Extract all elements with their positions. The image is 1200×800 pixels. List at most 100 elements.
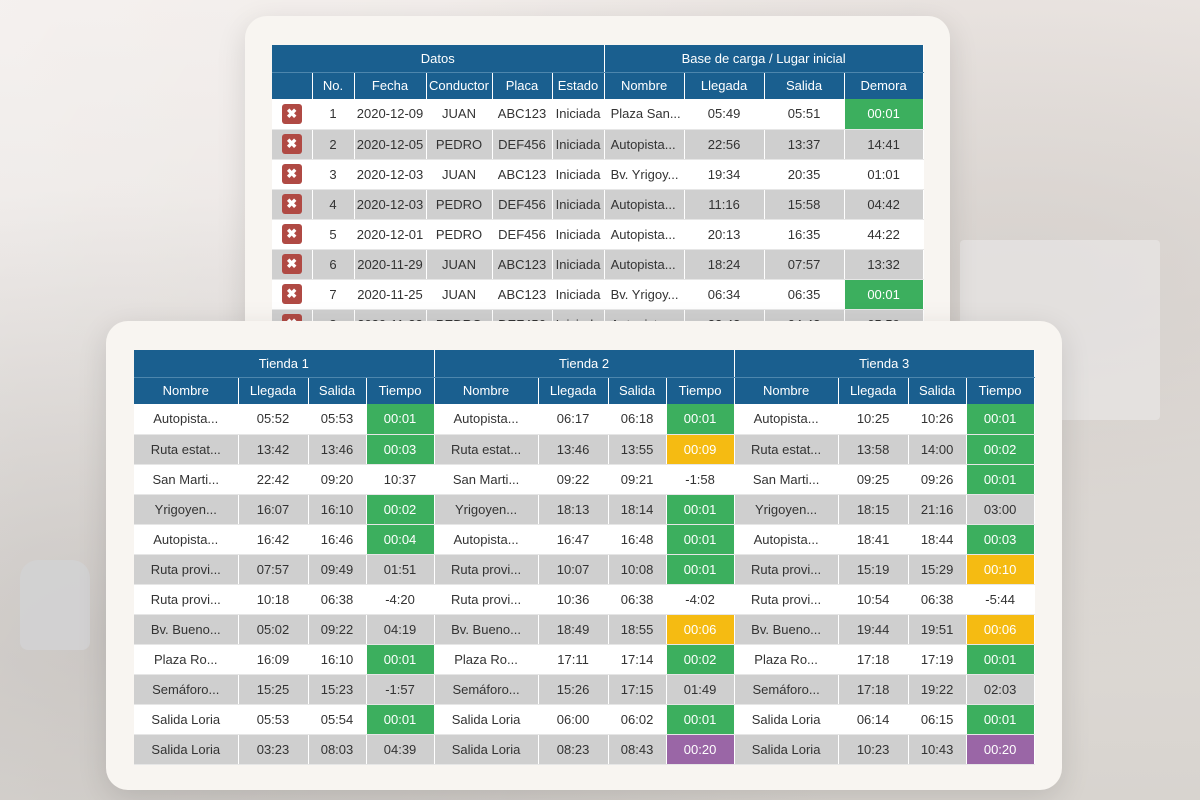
cell-nombre: Yrigoyen... <box>434 494 539 525</box>
cell-salida: 17:15 <box>608 674 667 705</box>
cell-salida: 15:29 <box>908 554 967 585</box>
cell-tiempo: 00:01 <box>966 464 1035 495</box>
cell-estado: Iniciada <box>552 279 605 310</box>
column-header: Nombre <box>603 72 685 99</box>
cell-estado: Iniciada <box>552 249 605 280</box>
column-header: Tiempo <box>366 377 435 404</box>
cell-nombre: Ruta provi... <box>434 584 539 615</box>
cell-salida: 15:23 <box>308 674 367 705</box>
cell-tiempo: 04:39 <box>366 734 435 765</box>
column-header: Salida <box>608 377 667 404</box>
table-row: Autopista... 05:52 05:53 00:01 Autopista... 0… <box>134 404 1035 435</box>
cell-llegada: 13:42 <box>238 434 309 465</box>
cell-tiempo: 00:01 <box>666 554 735 585</box>
cell-nombre: Bv. Bueno... <box>734 614 839 645</box>
cell-demora: 13:32 <box>844 249 924 280</box>
close-icon[interactable]: ✖ <box>281 134 302 154</box>
cell-fecha: 2020-12-01 <box>354 219 427 250</box>
column-header: Nombre <box>134 377 239 404</box>
cell-tiempo: 00:01 <box>666 524 735 555</box>
cell-tiempo: 00:02 <box>666 644 735 675</box>
cell-nombre: Ruta provi... <box>134 554 239 585</box>
cell-tiempo: 01:49 <box>666 674 735 705</box>
cell-llegada: 15:25 <box>238 674 309 705</box>
close-icon[interactable]: ✖ <box>281 254 302 274</box>
column-header: Llegada <box>238 377 309 404</box>
cell-salida: 09:21 <box>608 464 667 495</box>
cell-tiempo: 00:06 <box>966 614 1035 645</box>
table-row: Yrigoyen... 16:07 16:10 00:02 Yrigoyen... 18:… <box>134 494 1035 525</box>
cell-tiempo: -5:44 <box>966 584 1035 615</box>
cell-nombre: Ruta estat... <box>134 434 239 465</box>
cell-tiempo: 01:51 <box>366 554 435 585</box>
cell-llegada: 10:36 <box>538 584 609 615</box>
group-header-datos: Datos <box>272 45 605 73</box>
cell-nombre: Plaza Ro... <box>734 644 839 675</box>
cell-nombre: Salida Loria <box>134 704 239 735</box>
cell-no: 1 <box>312 99 355 130</box>
close-icon[interactable]: ✖ <box>281 103 302 124</box>
cell-nombre: Autopista... <box>604 129 685 160</box>
cell-nombre: Autopista... <box>434 524 539 555</box>
column-header: Nombre <box>433 377 539 404</box>
cell-tiempo: 04:19 <box>366 614 435 645</box>
cell-llegada: 16:42 <box>238 524 309 555</box>
cell-placa: DEF456 <box>492 219 553 250</box>
column-header: Salida <box>308 377 367 404</box>
cell-salida: 05:51 <box>764 99 845 130</box>
cell-salida: 18:44 <box>908 524 967 555</box>
cell-tiempo: 00:01 <box>666 494 735 525</box>
cell-nombre: Semáforo... <box>134 674 239 705</box>
close-icon[interactable]: ✖ <box>281 224 302 244</box>
cell-tiempo: 00:01 <box>366 404 435 435</box>
cell-llegada: 03:23 <box>238 734 309 765</box>
cell-no: 3 <box>312 159 355 190</box>
cell-salida: 10:43 <box>908 734 967 765</box>
cell-conductor: JUAN <box>426 99 493 130</box>
cell-salida: 16:48 <box>608 524 667 555</box>
table-row: Autopista... 16:42 16:46 00:04 Autopista... 1… <box>134 524 1035 555</box>
close-icon[interactable]: ✖ <box>281 164 302 184</box>
cell-nombre: Autopista... <box>434 404 539 435</box>
trips-card: Datos Base de carga / Lugar inicial No. F… <box>245 16 950 346</box>
column-header: Llegada <box>538 377 609 404</box>
column-header: Placa <box>492 72 553 99</box>
cell-nombre: Plaza San... <box>604 99 685 130</box>
cell-tiempo: 03:00 <box>966 494 1035 525</box>
cell-salida: 09:22 <box>308 614 367 645</box>
cell-conductor: PEDRO <box>426 129 493 160</box>
cell-tiempo: 02:03 <box>966 674 1035 705</box>
column-header: Salida <box>764 72 845 99</box>
cell-conductor: JUAN <box>426 249 493 280</box>
column-header: Estado <box>552 72 605 99</box>
cell-tiempo: -4:02 <box>666 584 735 615</box>
close-icon[interactable]: ✖ <box>281 284 302 304</box>
table-row: Ruta provi... 07:57 09:49 01:51 Ruta provi..… <box>134 554 1035 585</box>
group-header-base: Base de carga / Lugar inicial <box>603 45 924 73</box>
cell-nombre: Bv. Yrigoy... <box>604 279 685 310</box>
column-header: No. <box>312 72 355 99</box>
cell-llegada: 17:18 <box>838 674 909 705</box>
cell-nombre: Ruta provi... <box>734 554 839 585</box>
cell-llegada: 09:22 <box>538 464 609 495</box>
cell-llegada: 10:23 <box>838 734 909 765</box>
cell-fecha: 2020-12-05 <box>354 129 427 160</box>
column-header: Conductor <box>426 72 493 99</box>
background-car <box>20 560 90 650</box>
cell-salida: 06:38 <box>908 584 967 615</box>
cell-llegada: 17:18 <box>838 644 909 675</box>
cell-placa: ABC123 <box>492 99 553 130</box>
cell-llegada: 15:19 <box>838 554 909 585</box>
cell-llegada: 05:52 <box>238 404 309 435</box>
cell-salida: 19:51 <box>908 614 967 645</box>
table-row: Salida Loria 05:53 05:54 00:01 Salida Loria 0… <box>134 704 1035 735</box>
table-row: ✖ 1 2020-12-09 JUAN ABC123 Iniciada Plaza San.… <box>272 99 924 130</box>
cell-conductor: JUAN <box>426 159 493 190</box>
table-row: Ruta estat... 13:42 13:46 00:03 Ruta estat..… <box>134 434 1035 465</box>
cell-llegada: 05:49 <box>684 99 765 130</box>
cell-llegada: 16:07 <box>238 494 309 525</box>
cell-llegada: 10:25 <box>838 404 909 435</box>
cell-llegada: 06:34 <box>684 279 765 310</box>
close-icon[interactable]: ✖ <box>281 194 302 214</box>
cell-no: 5 <box>312 219 355 250</box>
